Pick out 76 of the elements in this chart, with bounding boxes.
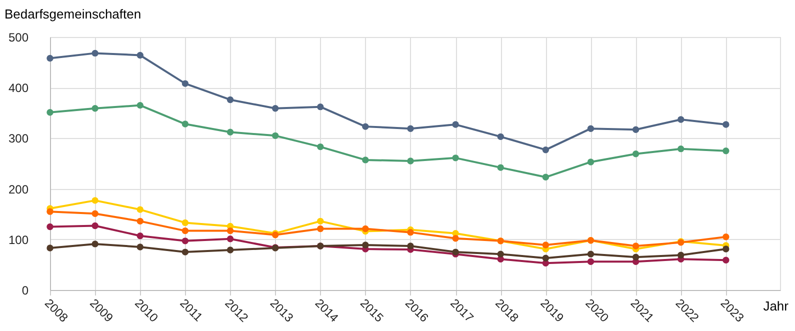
x-axis-title: Jahr <box>763 298 790 314</box>
point <box>92 222 98 230</box>
point <box>407 242 414 250</box>
point <box>632 254 640 260</box>
point <box>92 50 98 57</box>
point <box>272 105 279 112</box>
point <box>632 242 640 250</box>
point <box>362 123 369 130</box>
point <box>722 121 730 128</box>
point <box>317 103 324 110</box>
point <box>497 133 504 140</box>
point <box>317 225 324 232</box>
point <box>226 236 234 242</box>
point <box>182 248 189 256</box>
point <box>46 223 54 230</box>
point <box>226 128 234 136</box>
point <box>136 232 144 240</box>
point <box>182 120 189 128</box>
point <box>46 208 54 215</box>
point <box>407 125 414 132</box>
point <box>407 158 414 164</box>
point <box>182 80 189 87</box>
point <box>317 143 324 150</box>
y-tick-label: 400 <box>8 81 29 96</box>
point <box>92 105 98 112</box>
point <box>632 150 640 158</box>
point <box>587 258 594 266</box>
point <box>46 109 54 116</box>
point <box>497 250 504 258</box>
point <box>92 210 98 217</box>
point <box>46 54 54 62</box>
point <box>317 218 324 225</box>
point <box>226 96 234 104</box>
point <box>722 256 730 264</box>
point <box>136 102 144 109</box>
point <box>497 164 504 171</box>
point <box>136 218 144 225</box>
point <box>182 238 189 244</box>
point <box>452 235 459 242</box>
point <box>136 244 144 250</box>
point <box>587 250 594 258</box>
point <box>182 219 189 226</box>
y-tick-label: 100 <box>8 232 29 247</box>
point <box>272 132 279 140</box>
point <box>722 234 730 240</box>
point <box>587 158 594 166</box>
point <box>136 206 144 213</box>
point <box>182 227 189 234</box>
point <box>542 242 550 248</box>
point <box>632 126 640 133</box>
point <box>92 197 98 204</box>
y-axis-title: Bedarfsgemeinschaften <box>4 6 142 22</box>
point <box>678 252 684 258</box>
y-tick-label: 0 <box>22 284 29 298</box>
point <box>136 52 144 59</box>
point <box>542 174 550 181</box>
point <box>722 246 730 252</box>
point <box>407 228 414 236</box>
point <box>542 254 550 262</box>
point <box>452 154 459 162</box>
point <box>722 148 730 154</box>
point <box>46 244 54 252</box>
point <box>362 242 369 248</box>
point <box>226 246 234 254</box>
point <box>542 146 550 154</box>
point <box>678 145 684 152</box>
y-tick-label: 200 <box>8 182 29 196</box>
point <box>678 116 684 123</box>
point <box>452 121 459 128</box>
point <box>587 125 594 132</box>
point <box>92 240 98 248</box>
y-tick-label: 300 <box>8 132 29 146</box>
point <box>362 156 369 164</box>
point <box>362 225 369 232</box>
point <box>226 227 234 234</box>
y-tick-label: 500 <box>8 30 29 44</box>
